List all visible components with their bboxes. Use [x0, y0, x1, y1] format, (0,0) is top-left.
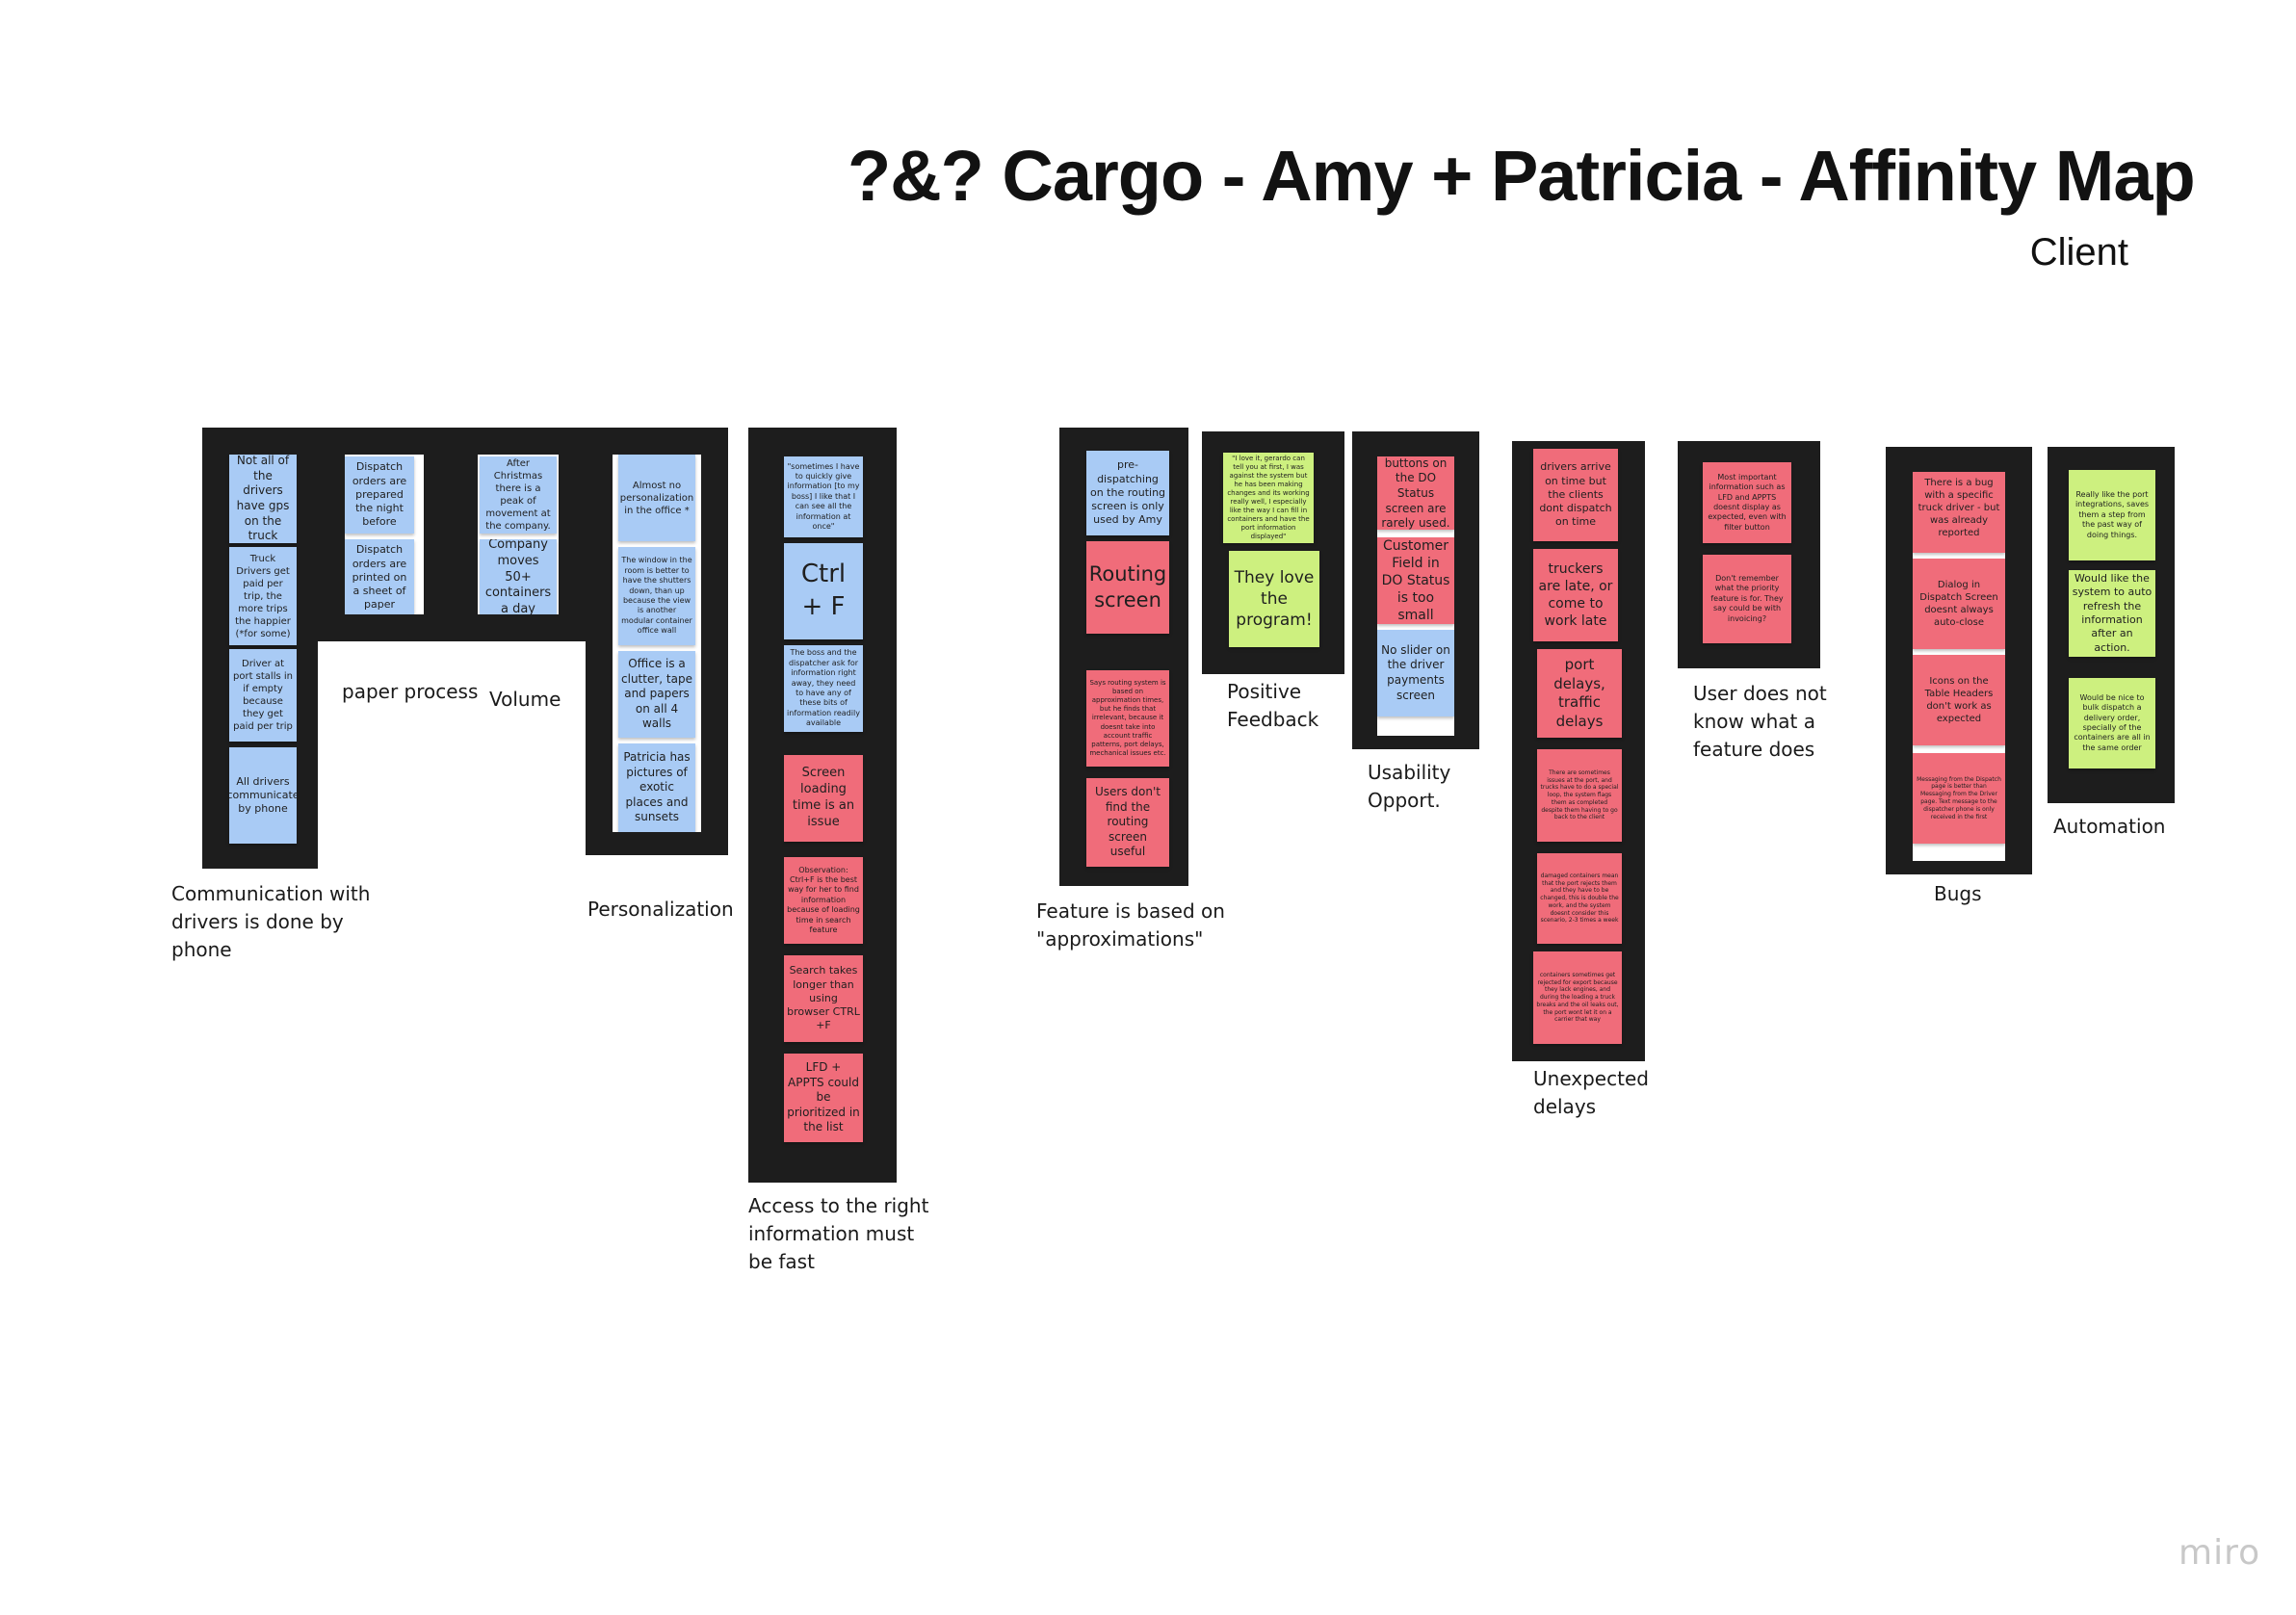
sticky-note[interactable]: Truck Drivers get paid per trip, the mor…	[229, 547, 297, 645]
sticky-note[interactable]: There are sometimes issues at the port, …	[1537, 749, 1622, 842]
sticky-note[interactable]: Messaging from the Dispatch page is bett…	[1913, 753, 2005, 844]
cluster-label-communication: Communication with drivers is done by ph…	[171, 882, 371, 961]
cluster-frame-personalization[interactable]: Almost no personalization in the office …	[586, 428, 728, 855]
sticky-note[interactable]: Customer Field in DO Status is too small	[1377, 537, 1454, 624]
cluster-label-access-information: Access to the right information must be …	[748, 1194, 929, 1273]
sticky-note[interactable]: Routing screen	[1086, 541, 1169, 634]
cluster-frame-positive-feedback[interactable]: "I love it, gerardo can tell you at firs…	[1202, 431, 1344, 674]
sticky-note[interactable]: pre-dispatching on the routing screen is…	[1086, 451, 1169, 535]
sticky-note[interactable]: Company moves 50+ containers a day	[480, 539, 557, 614]
sticky-note[interactable]: Don't remember what the priority feature…	[1703, 555, 1791, 643]
cluster-frame-automation[interactable]: Really like the port integrations, saves…	[2048, 447, 2175, 803]
sticky-note[interactable]: Almost no personalization in the office …	[618, 455, 695, 541]
cluster-frame-usability[interactable]: Many of the buttons on the DO Status scr…	[1352, 431, 1479, 749]
sticky-note[interactable]: Search takes longer than using browser C…	[784, 955, 863, 1042]
sticky-note[interactable]: The boss and the dispatcher ask for info…	[784, 645, 863, 732]
cluster-label-volume: Volume	[489, 688, 561, 711]
sticky-note[interactable]: Dispatch orders are printed on a sheet o…	[345, 539, 414, 614]
cluster-frame-volume[interactable]: After Christmas there is a peak of movem…	[451, 428, 586, 641]
sticky-note[interactable]: Office is a clutter, tape and papers on …	[618, 651, 695, 738]
cluster-frame-feature-unknown[interactable]: Most important information such as LFD a…	[1678, 441, 1820, 668]
sticky-note[interactable]: truckers are late, or come to work late	[1533, 549, 1618, 641]
cluster-label-unexpected-delays: Unexpected delays	[1533, 1067, 1649, 1118]
sticky-note[interactable]: damaged containers mean that the port re…	[1537, 853, 1622, 944]
sticky-note[interactable]: LFD + APPTS could be prioritized in the …	[784, 1054, 863, 1142]
sticky-note[interactable]: Screen loading time is an issue	[784, 755, 863, 842]
sticky-note[interactable]: Says routing system is based on approxim…	[1086, 670, 1169, 767]
cluster-label-approximations: Feature is based on "approximations"	[1036, 899, 1225, 951]
sticky-note[interactable]: They love the program!	[1229, 551, 1319, 647]
cluster-label-positive-feedback: Positive Feedback	[1227, 680, 1319, 731]
sticky-note[interactable]: All drivers communicate by phone	[229, 747, 297, 844]
sticky-note[interactable]: Would be nice to bulk dispatch a deliver…	[2069, 678, 2155, 768]
cluster-label-usability: Usability Opport.	[1368, 761, 1451, 812]
sticky-note[interactable]: Dispatch orders are prepared the night b…	[345, 456, 414, 534]
cluster-frame-unexpected-delays[interactable]: drivers arrive on time but the clients d…	[1512, 441, 1645, 1061]
cluster-label-paper-process: paper process	[342, 680, 479, 703]
sticky-note[interactable]: Many of the buttons on the DO Status scr…	[1377, 456, 1454, 530]
board-title: ?&? Cargo - Amy + Patricia - Affinity Ma…	[848, 136, 2196, 216]
sticky-note[interactable]: "I love it, gerardo can tell you at firs…	[1223, 453, 1314, 543]
sticky-note[interactable]: Really like the port integrations, saves…	[2069, 470, 2155, 560]
cluster-label-automation: Automation	[2053, 815, 2166, 838]
cluster-frame-communication[interactable]: Not all of the drivers have gps on the t…	[202, 428, 318, 869]
cluster-label-feature-unknown: User does not know what a feature does	[1693, 682, 1827, 761]
sticky-note[interactable]: Patricia has pictures of exotic places a…	[618, 743, 695, 832]
sticky-note[interactable]: Not all of the drivers have gps on the t…	[229, 455, 297, 543]
cluster-frame-bugs[interactable]: There is a bug with a specific truck dri…	[1886, 447, 2032, 874]
sticky-note[interactable]: Icons on the Table Headers don't work as…	[1913, 655, 2005, 745]
sticky-note[interactable]: Dialog in Dispatch Screen doesnt always …	[1913, 559, 2005, 649]
sticky-note[interactable]: Would like the system to auto refresh th…	[2069, 570, 2155, 657]
sticky-note[interactable]: Ctrl + F	[784, 543, 863, 639]
sticky-note[interactable]: containers sometimes get rejected for ex…	[1533, 951, 1622, 1044]
miro-logo: miro	[2179, 1533, 2261, 1573]
sticky-note[interactable]: The window in the room is better to have…	[618, 547, 695, 645]
sticky-note[interactable]: Users don't find the routing screen usef…	[1086, 778, 1169, 867]
sticky-note[interactable]: Driver at port stalls in if empty becaus…	[229, 649, 297, 742]
sticky-note[interactable]: There is a bug with a specific truck dri…	[1913, 472, 2005, 553]
cluster-label-bugs: Bugs	[1934, 882, 1982, 905]
sticky-note[interactable]: drivers arrive on time but the clients d…	[1533, 449, 1618, 541]
sticky-note[interactable]: No slider on the driver payments screen	[1377, 630, 1454, 716]
sticky-note[interactable]: Most important information such as LFD a…	[1703, 462, 1791, 543]
cluster-frame-access-information[interactable]: "sometimes I have to quickly give inform…	[748, 428, 897, 1183]
board-subtitle: Client	[2029, 231, 2128, 274]
sticky-note[interactable]: port delays, traffic delays	[1537, 649, 1622, 738]
cluster-label-personalization: Personalization	[587, 898, 734, 921]
cluster-frame-paper-process[interactable]: Dispatch orders are prepared the night b…	[318, 428, 451, 641]
sticky-note[interactable]: "sometimes I have to quickly give inform…	[784, 456, 863, 537]
sticky-note[interactable]: After Christmas there is a peak of movem…	[480, 456, 557, 534]
sticky-note[interactable]: Observation: Ctrl+F is the best way for …	[784, 857, 863, 944]
cluster-frame-approximations[interactable]: pre-dispatching on the routing screen is…	[1059, 428, 1188, 886]
